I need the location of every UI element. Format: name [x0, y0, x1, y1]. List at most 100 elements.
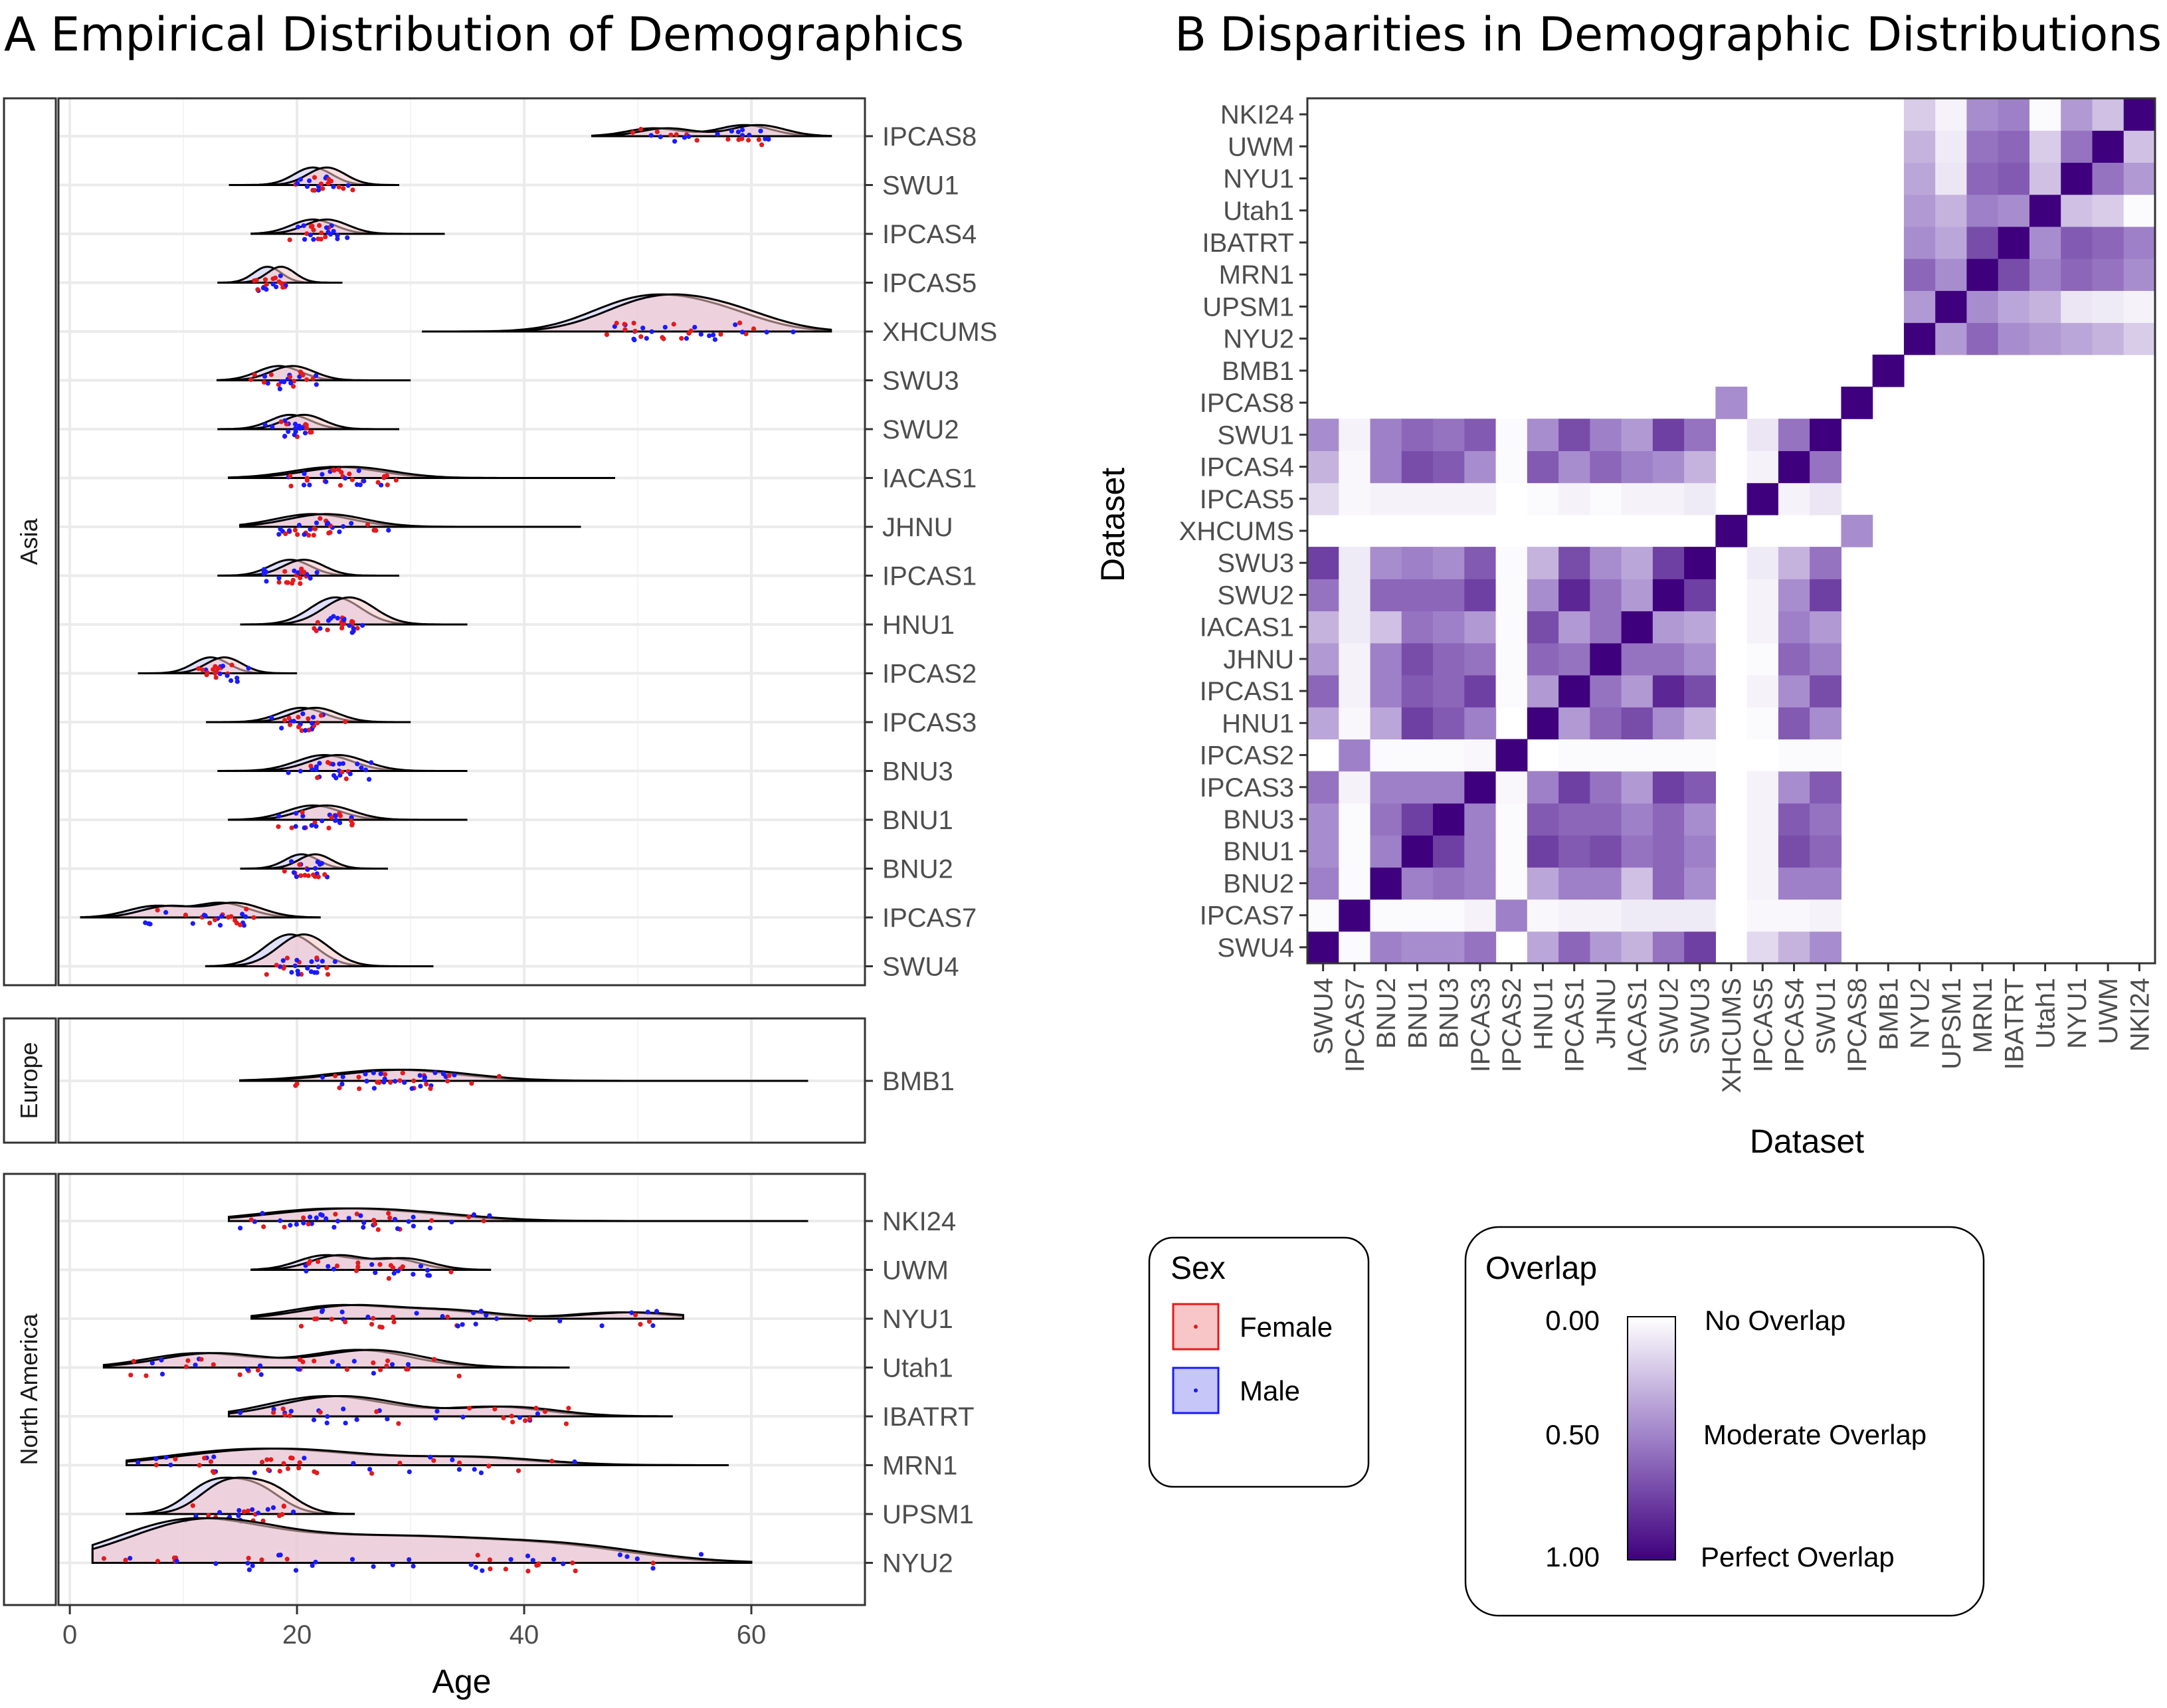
cell-IPCAS7-IPCAS1 — [1558, 899, 1590, 932]
male-label: Male — [1240, 1375, 1300, 1406]
cell-BNU2-BNU1 — [1401, 867, 1434, 900]
cell-NYU2-UPSM1 — [1935, 322, 1968, 355]
ridge-IBATRT — [228, 1394, 673, 1426]
cell-SWU3-IACAS1 — [1621, 547, 1653, 579]
cell-NYU2-MRN1 — [1966, 322, 1999, 355]
cell-SWU2-IPCAS7 — [1339, 579, 1371, 612]
ridge-IPCAS5 — [217, 265, 343, 293]
cell-Utah1-MRN1 — [1966, 194, 1999, 227]
cell-IPCAS7-SWU3 — [1684, 899, 1716, 932]
cell-IPCAS4-IACAS1 — [1621, 450, 1653, 484]
panel-b-letter: B — [1175, 7, 1206, 62]
cell-UWM-NYU2 — [1903, 130, 1936, 163]
cell-UPSM1-NKI24 — [2123, 290, 2156, 324]
heatmap-y-label-BNU2: BNU2 — [1223, 869, 1294, 898]
ridge-label-BMB1: BMB1 — [882, 1067, 955, 1096]
cell-IPCAS4-BNU1 — [1401, 450, 1434, 484]
ridge-XHCUMS — [422, 293, 832, 343]
cell-JHNU-IACAS1 — [1621, 642, 1653, 676]
cell-IACAS1-HNU1 — [1527, 611, 1559, 644]
cell-SWU4-SWU3 — [1684, 931, 1716, 964]
cell-BNU1-BNU3 — [1433, 835, 1465, 868]
cell-IBATRT-NKI24 — [2123, 226, 2156, 259]
heatmap-y-label-BNU3: BNU3 — [1223, 805, 1294, 834]
ridge-NKI24 — [228, 1207, 808, 1232]
cell-SWU4-HNU1 — [1527, 931, 1559, 964]
cell-UPSM1-UPSM1 — [1935, 290, 1968, 324]
cell-IPCAS7-HNU1 — [1527, 899, 1559, 932]
ridge-label-UWM: UWM — [882, 1256, 949, 1285]
cell-SWU1-IPCAS1 — [1558, 419, 1590, 452]
cell-IPCAS3-IPCAS1 — [1558, 771, 1590, 804]
heatmap-y-label-NYU2: NYU2 — [1223, 325, 1294, 354]
cell-HNU1-IPCAS4 — [1778, 707, 1810, 740]
ridge-label-IPCAS5: IPCAS5 — [882, 269, 977, 298]
cell-HNU1-SWU1 — [1810, 707, 1842, 740]
heatmap-x-label-IBATRT: IBATRT — [2000, 978, 2029, 1070]
cell-BNU1-SWU1 — [1810, 835, 1842, 868]
ridge-IPCAS2 — [138, 656, 298, 684]
cell-SWU1-HNU1 — [1527, 419, 1559, 452]
heatmap-x-label-XHCUMS: XHCUMS — [1717, 978, 1746, 1093]
cell-IPCAS1-IPCAS5 — [1746, 675, 1779, 708]
ridge-BNU3 — [217, 753, 468, 782]
cell-BNU3-IPCAS2 — [1495, 803, 1528, 836]
panel-a-title: Empirical Distribution of Demographics — [50, 7, 964, 62]
cell-UPSM1-NYU2 — [1903, 290, 1936, 324]
ridge-label-NKI24: NKI24 — [882, 1207, 956, 1236]
cell-JHNU-IPCAS5 — [1746, 642, 1779, 676]
cell-SWU3-IPCAS4 — [1778, 547, 1810, 579]
ridge-SWU2 — [217, 413, 399, 440]
heatmap-x-label-IPCAS4: IPCAS4 — [1780, 978, 1810, 1072]
cell-BNU2-IPCAS4 — [1778, 867, 1810, 900]
cell-BNU3-BNU2 — [1370, 803, 1402, 836]
heatmap-x-label-BMB1: BMB1 — [1874, 978, 1903, 1050]
cell-BNU3-IACAS1 — [1621, 803, 1653, 836]
overlap-legend-title: Overlap — [1485, 1251, 1597, 1286]
cell-IPCAS1-SWU3 — [1684, 675, 1716, 708]
cell-IPCAS1-SWU1 — [1810, 675, 1842, 708]
cell-IACAS1-IPCAS3 — [1464, 611, 1497, 644]
cell-SWU2-IPCAS1 — [1558, 579, 1590, 612]
cell-IPCAS2-IPCAS3 — [1464, 739, 1497, 772]
ridge-IACAS1 — [228, 466, 615, 489]
cell-SWU1-IPCAS4 — [1778, 419, 1810, 452]
ridge-label-IPCAS8: IPCAS8 — [882, 122, 977, 151]
ridge-IPCAS1 — [217, 558, 399, 587]
heatmap-y-label-IPCAS8: IPCAS8 — [1200, 389, 1294, 418]
heatmap-y-label-UWM: UWM — [1228, 132, 1294, 161]
cell-JHNU-BNU3 — [1433, 642, 1465, 676]
ridge-label-IACAS1: IACAS1 — [882, 464, 977, 494]
cell-BNU3-IPCAS1 — [1558, 803, 1590, 836]
ridge-BMB1 — [239, 1068, 808, 1091]
cell-IPCAS3-BNU3 — [1433, 771, 1465, 804]
cell-SWU1-IPCAS2 — [1495, 419, 1528, 452]
cell-IACAS1-SWU1 — [1810, 611, 1842, 644]
cell-HNU1-SWU4 — [1307, 707, 1339, 740]
cell-IPCAS7-BNU1 — [1401, 899, 1434, 932]
cell-IACAS1-IACAS1 — [1621, 611, 1653, 644]
cell-MRN1-MRN1 — [1966, 258, 1999, 291]
cell-JHNU-BNU1 — [1401, 642, 1434, 676]
cell-SWU2-IPCAS3 — [1464, 579, 1497, 612]
cell-BNU2-IACAS1 — [1621, 867, 1653, 900]
ridge-MRN1 — [126, 1447, 729, 1476]
cell-BNU3-IPCAS3 — [1464, 803, 1497, 836]
cell-SWU3-IPCAS7 — [1339, 547, 1371, 579]
heatmap-x-label-UWM: UWM — [2094, 978, 2123, 1044]
cell-IPCAS3-HNU1 — [1527, 771, 1559, 804]
cell-BNU1-HNU1 — [1527, 835, 1559, 868]
heatmap-y-label-IPCAS2: IPCAS2 — [1200, 741, 1294, 771]
cell-UPSM1-Utah1 — [2029, 290, 2061, 324]
cell-BNU3-SWU1 — [1810, 803, 1842, 836]
cell-IPCAS4-SWU2 — [1652, 450, 1685, 484]
heatmap-y-label-IPCAS3: IPCAS3 — [1200, 773, 1294, 803]
cell-IPCAS5-BNU3 — [1433, 482, 1465, 516]
cell-BNU1-IPCAS1 — [1558, 835, 1590, 868]
cell-IPCAS4-IPCAS4 — [1778, 450, 1810, 484]
cell-IPCAS5-HNU1 — [1527, 482, 1559, 516]
ridge-label-SWU1: SWU1 — [882, 171, 959, 201]
cell-IPCAS5-SWU3 — [1684, 482, 1716, 516]
heatmap-y-label-IPCAS7: IPCAS7 — [1200, 901, 1294, 931]
ridge-label-MRN1: MRN1 — [882, 1452, 957, 1481]
